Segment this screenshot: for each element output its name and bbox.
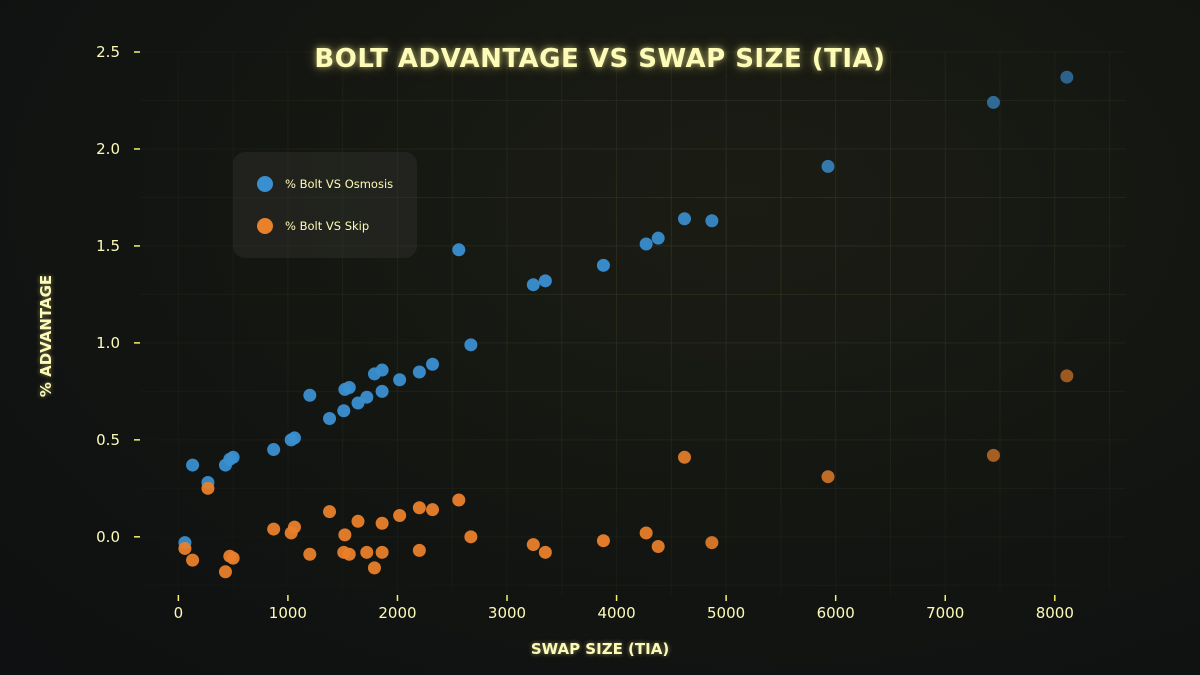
x-tick-label: 3000	[488, 604, 526, 622]
y-axis-label: % ADVANTAGE	[37, 274, 55, 398]
scatter-point	[526, 538, 540, 552]
scatter-point	[342, 380, 356, 394]
scatter-point	[267, 522, 281, 536]
y-tick-label: 0.0	[96, 528, 120, 546]
series-osmosis	[178, 70, 1074, 550]
scatter-point	[375, 516, 389, 530]
scatter-point	[596, 258, 610, 272]
scatter-point	[375, 545, 389, 559]
scatter-point	[677, 212, 691, 226]
gridlines	[140, 51, 1126, 595]
scatter-point	[821, 470, 835, 484]
y-tick-label: 1.5	[96, 237, 120, 255]
scatter-point	[651, 540, 665, 554]
scatter-point	[986, 448, 1000, 462]
x-tick-label: 0	[174, 604, 184, 622]
scatter-point	[464, 530, 478, 544]
scatter-point	[186, 458, 200, 472]
x-axis-label: SWAP SIZE (TIA)	[530, 640, 670, 658]
chart-title: BOLT ADVANTAGE VS SWAP SIZE (TIA)	[314, 44, 886, 74]
x-tick-label: 4000	[597, 604, 635, 622]
scatter-point	[538, 545, 552, 559]
scatter-point	[452, 243, 466, 257]
scatter-point	[337, 404, 351, 418]
y-tick-label: 2.0	[96, 140, 120, 158]
scatter-point	[821, 159, 835, 173]
scatter-point	[651, 231, 665, 245]
scatter-point	[426, 357, 440, 371]
scatter-point	[412, 543, 426, 557]
legend: % Bolt VS Osmosis % Bolt VS Skip	[233, 152, 417, 258]
scatter-point	[338, 528, 352, 542]
x-tick-label: 5000	[707, 604, 745, 622]
scatter-point	[393, 508, 407, 522]
scatter-point	[538, 274, 552, 288]
axes	[134, 50, 1128, 601]
scatter-point	[412, 365, 426, 379]
series-skip	[178, 369, 1074, 579]
legend-item-osmosis: % Bolt VS Osmosis	[257, 176, 393, 192]
scatter-point	[287, 520, 301, 534]
scatter-point	[705, 214, 719, 228]
scatter-point	[426, 503, 440, 517]
scatter-point	[677, 450, 691, 464]
y-tick-label: 2.5	[96, 43, 120, 61]
scatter-point	[287, 431, 301, 445]
data-points	[178, 70, 1074, 579]
x-tick-label: 6000	[817, 604, 855, 622]
y-tick-label: 0.5	[96, 431, 120, 449]
legend-dot-skip	[257, 218, 273, 234]
scatter-point	[452, 493, 466, 507]
y-tick-label: 1.0	[96, 334, 120, 352]
scatter-point	[218, 565, 232, 579]
x-tick-label: 8000	[1036, 604, 1074, 622]
scatter-point	[351, 514, 365, 528]
tick-labels: 0 1000 2000 3000 4000 5000 6000 7000 8000 0.0 0.5 1…	[96, 43, 1074, 622]
scatter-point	[375, 363, 389, 377]
scatter-point	[342, 547, 356, 561]
scatter-point	[226, 551, 240, 565]
legend-item-skip: % Bolt VS Skip	[257, 218, 369, 234]
scatter-point	[267, 443, 281, 457]
scatter-point	[464, 338, 478, 352]
scatter-point	[323, 412, 337, 426]
scatter-point	[360, 545, 374, 559]
scatter-point	[526, 278, 540, 292]
scatter-point	[412, 501, 426, 515]
scatter-point	[986, 95, 1000, 109]
scatter-point	[226, 450, 240, 464]
scatter-point	[360, 390, 374, 404]
scatter-point	[1060, 369, 1074, 383]
scatter-point	[393, 373, 407, 387]
scatter-point	[705, 536, 719, 550]
x-tick-label: 7000	[926, 604, 964, 622]
legend-label-osmosis: % Bolt VS Osmosis	[285, 177, 394, 191]
scatter-point	[303, 547, 317, 561]
scatter-point	[1060, 70, 1074, 84]
scatter-point	[639, 526, 653, 540]
scatter-point	[178, 541, 192, 555]
legend-label-skip: % Bolt VS Skip	[285, 219, 370, 233]
x-tick-label: 1000	[269, 604, 307, 622]
scatter-point	[201, 481, 215, 495]
scatter-point	[367, 561, 381, 575]
scatter-point	[186, 553, 200, 567]
scatter-point	[303, 388, 317, 402]
x-tick-label: 2000	[378, 604, 416, 622]
scatter-point	[596, 534, 610, 548]
scatter-point	[375, 384, 389, 398]
legend-dot-osmosis	[257, 176, 273, 192]
scatter-point	[639, 237, 653, 251]
scatter-point	[323, 505, 337, 519]
